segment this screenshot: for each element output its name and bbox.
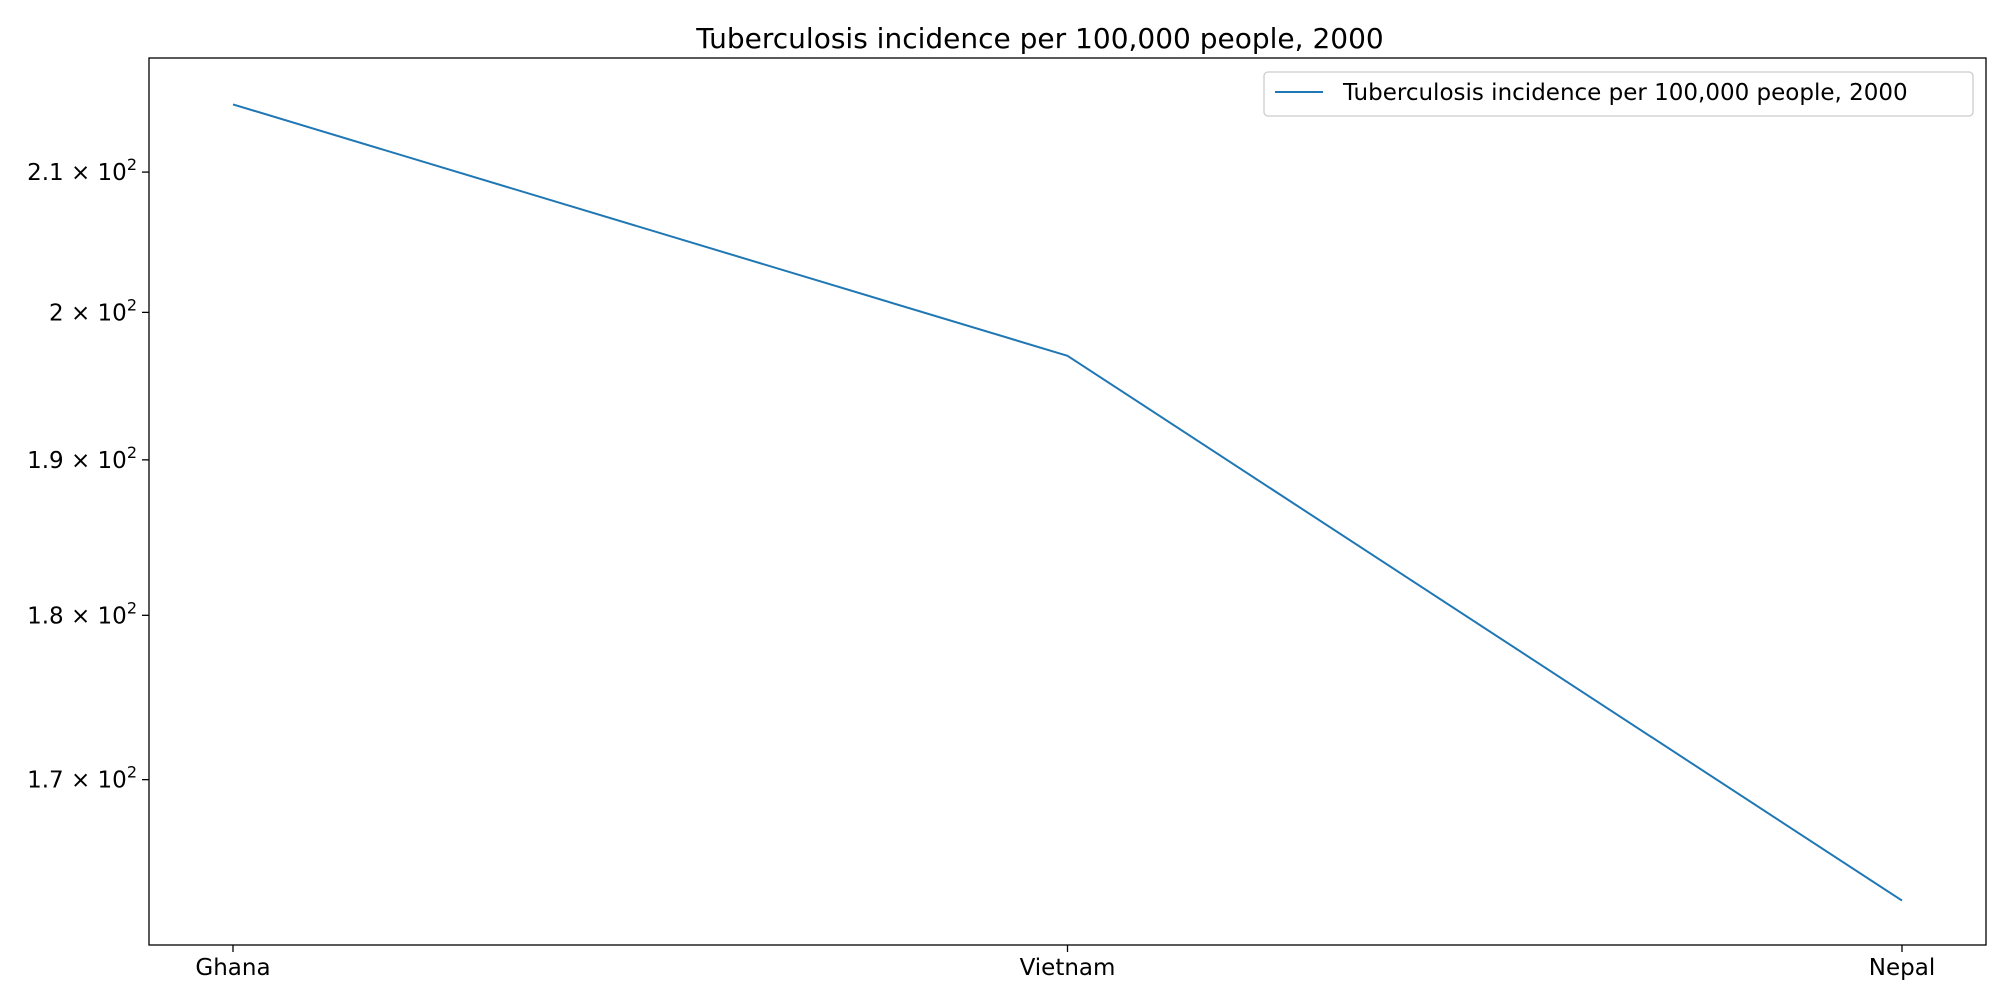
legend-label: Tuberculosis incidence per 100,000 peopl… — [1342, 80, 1908, 106]
y-tick-label: 1.8 × 102 — [27, 598, 137, 629]
series-line — [232, 103, 1903, 902]
x-tick-label: Vietnam — [1020, 955, 1116, 981]
y-axis: 1.7 × 102 1.8 × 102 1.9 × 102 2 × 102 2.1 × … — [27, 155, 149, 794]
y-tick-label: 2 × 102 — [49, 295, 137, 326]
y-tick-label: 1.9 × 102 — [27, 443, 137, 474]
y-tick-label: 1.7 × 102 — [27, 763, 137, 794]
chart-title: Tuberculosis incidence per 100,000 peopl… — [695, 22, 1383, 55]
legend: Tuberculosis incidence per 100,000 peopl… — [1263, 71, 1974, 117]
x-tick-label: Ghana — [195, 955, 270, 981]
x-tick-label: Nepal — [1869, 955, 1935, 981]
legend-box — [1263, 71, 1974, 117]
y-tick-label: 2.1 × 102 — [27, 155, 137, 186]
plot-area — [148, 57, 1987, 946]
x-axis: Ghana Vietnam Nepal — [195, 945, 1935, 981]
series-layer — [232, 103, 1903, 902]
